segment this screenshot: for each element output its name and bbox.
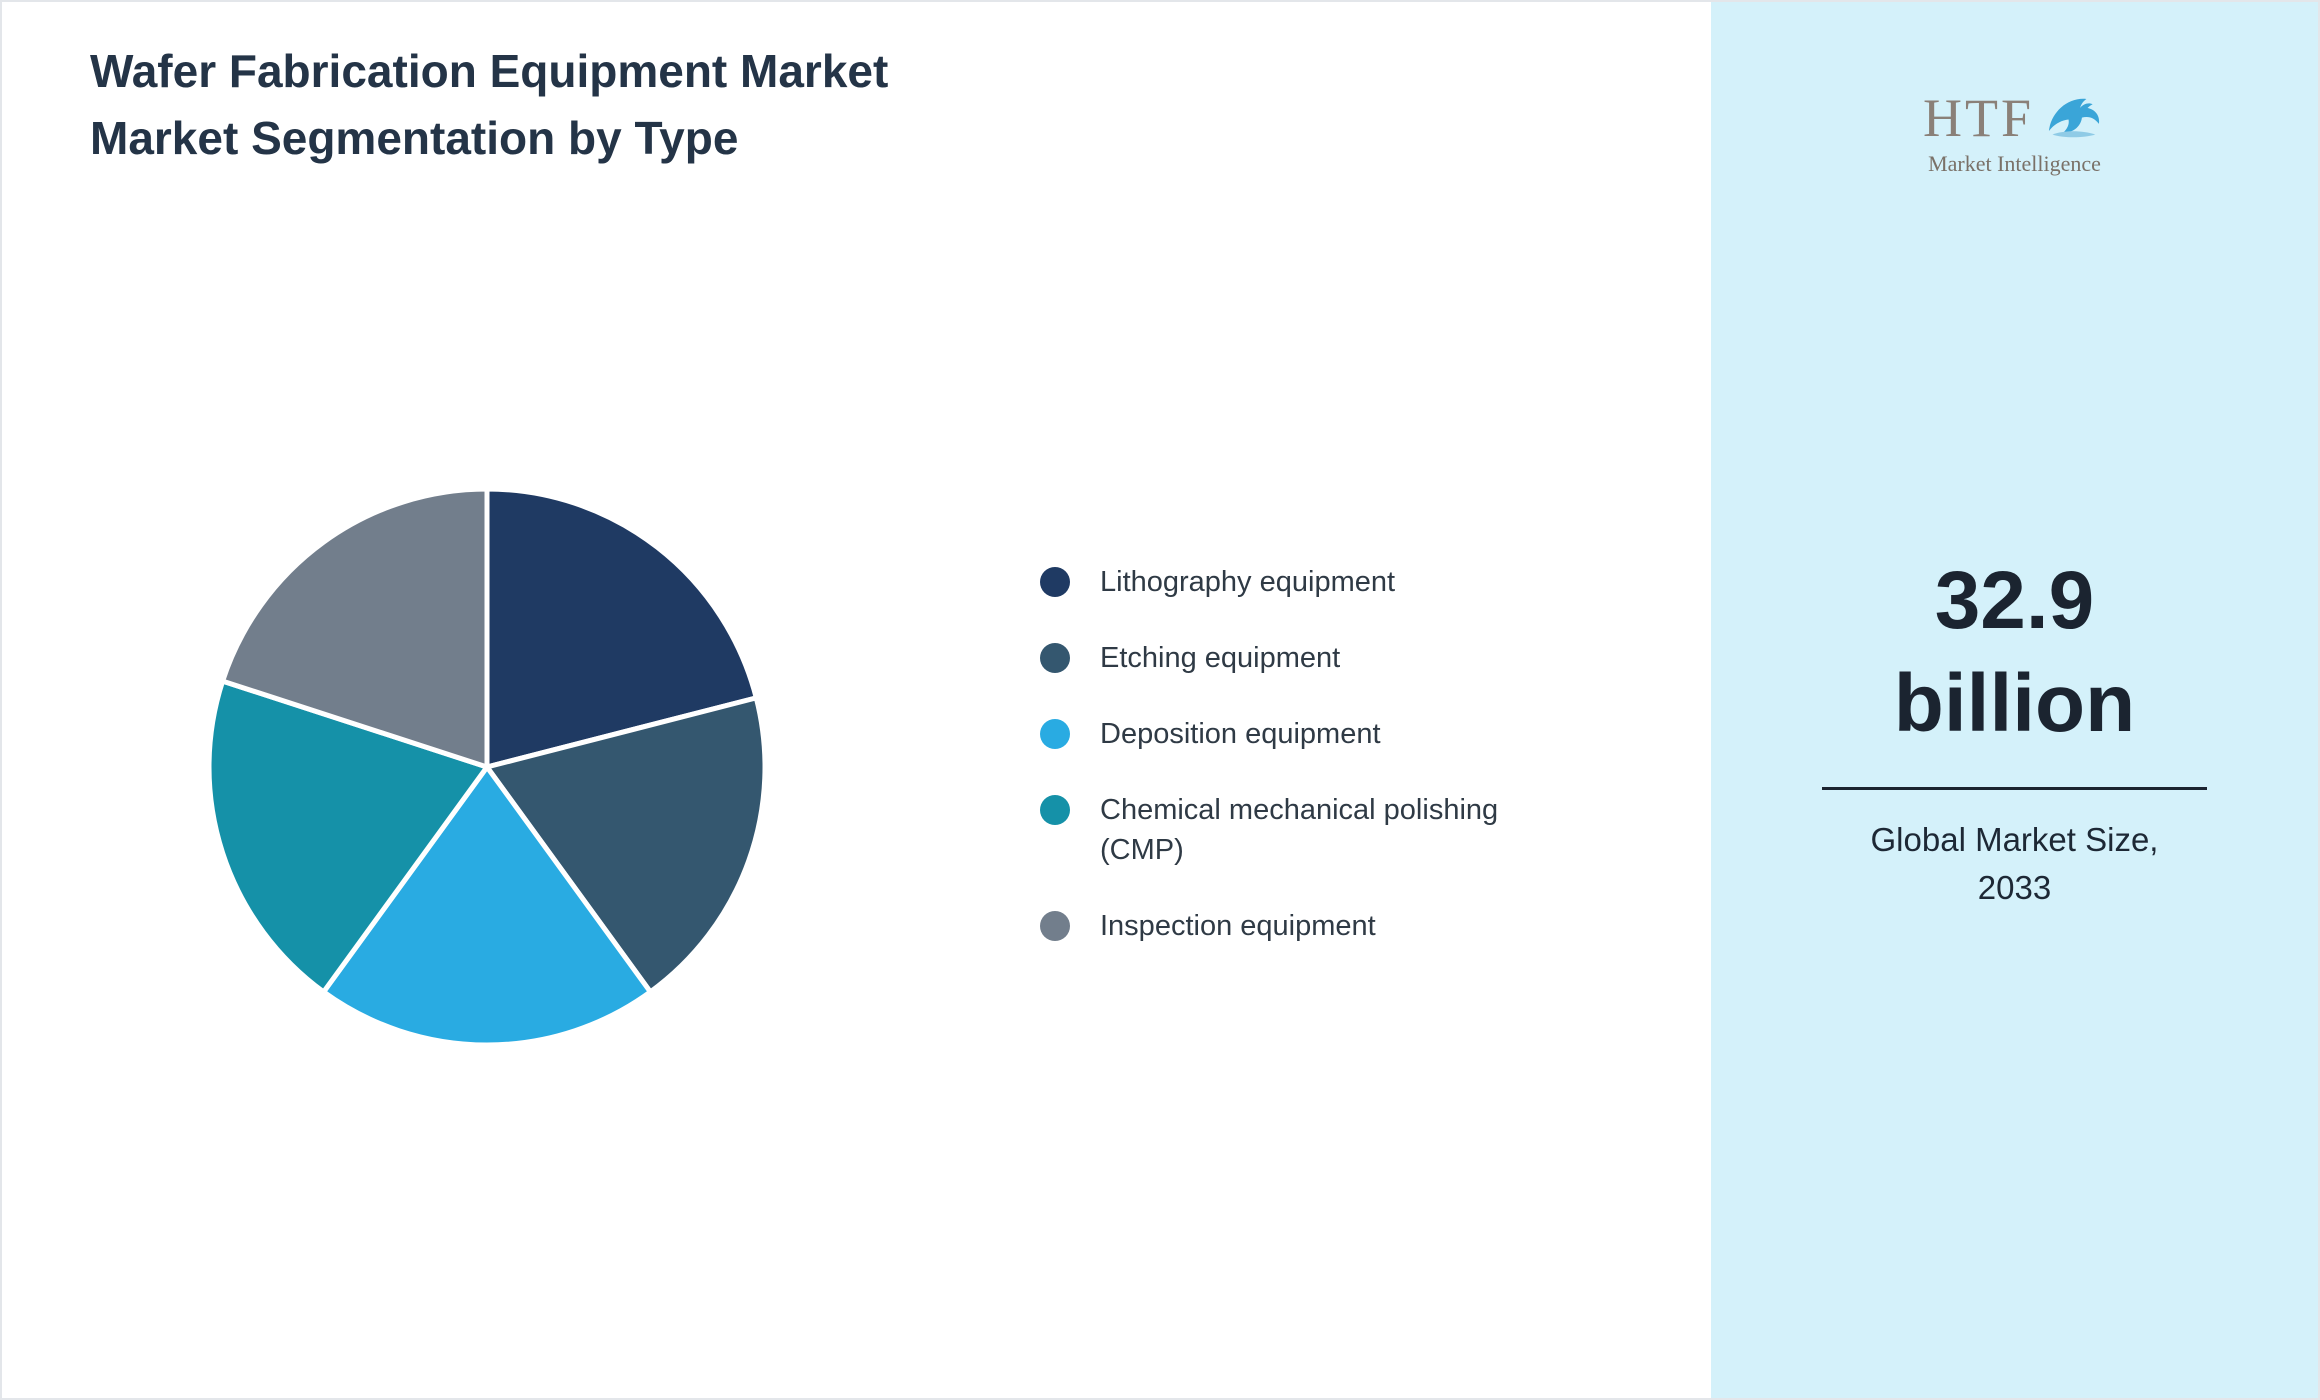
brand-tagline: Market Intelligence: [1928, 151, 2101, 176]
dolphin-icon: [2040, 86, 2106, 149]
legend-swatch-icon: [1040, 911, 1070, 941]
page-title: Wafer Fabrication Equipment Market Marke…: [90, 45, 889, 164]
legend-swatch-icon: [1040, 643, 1070, 673]
legend-label: Lithography equipment: [1100, 566, 1396, 598]
legend-swatch-icon: [1040, 795, 1070, 825]
legend-label: Deposition equipment: [1100, 718, 1381, 750]
chart-panel: Wafer Fabrication Equipment Market Marke…: [2, 2, 1715, 1398]
chart-legend: Lithography equipment Etching equipment De…: [1040, 562, 1520, 982]
legend-item: Deposition equipment: [1040, 714, 1520, 754]
legend-swatch-icon: [1040, 567, 1070, 597]
divider: [1822, 787, 2207, 790]
legend-label: Etching equipment: [1100, 642, 1341, 674]
market-size-value: 32.9 billion: [1893, 555, 2136, 749]
pie-slice-3: [206, 678, 490, 995]
pie-slice-4: [220, 486, 490, 770]
legend-label: Inspection equipment: [1100, 910, 1376, 942]
pie-chart-svg: [206, 486, 768, 1048]
brand-name: HTF: [1922, 87, 2034, 148]
pie-slice-1: [484, 695, 768, 995]
pie-chart: [187, 467, 787, 1067]
legend-item: Chemical mechanical polishing (CMP): [1040, 790, 1520, 870]
market-size-block: 32.9 billion Global Market Size, 2033: [1711, 550, 2318, 912]
legend-item: Lithography equipment: [1040, 562, 1520, 602]
legend-item: Etching equipment: [1040, 638, 1520, 678]
sidebar: HTF Market Intelligence 32.9 billion Glo…: [1711, 2, 2318, 1398]
legend-item: Inspection equipment: [1040, 906, 1520, 946]
market-size-label: Global Market Size, 2033: [1870, 821, 2159, 906]
brand-logo: HTF Market Intelligence: [1711, 86, 2318, 177]
pie-slice-0: [484, 486, 759, 770]
legend-swatch-icon: [1040, 719, 1070, 749]
legend-label: Chemical mechanical polishing (CMP): [1100, 794, 1499, 866]
pie-slice-2: [321, 764, 653, 1048]
